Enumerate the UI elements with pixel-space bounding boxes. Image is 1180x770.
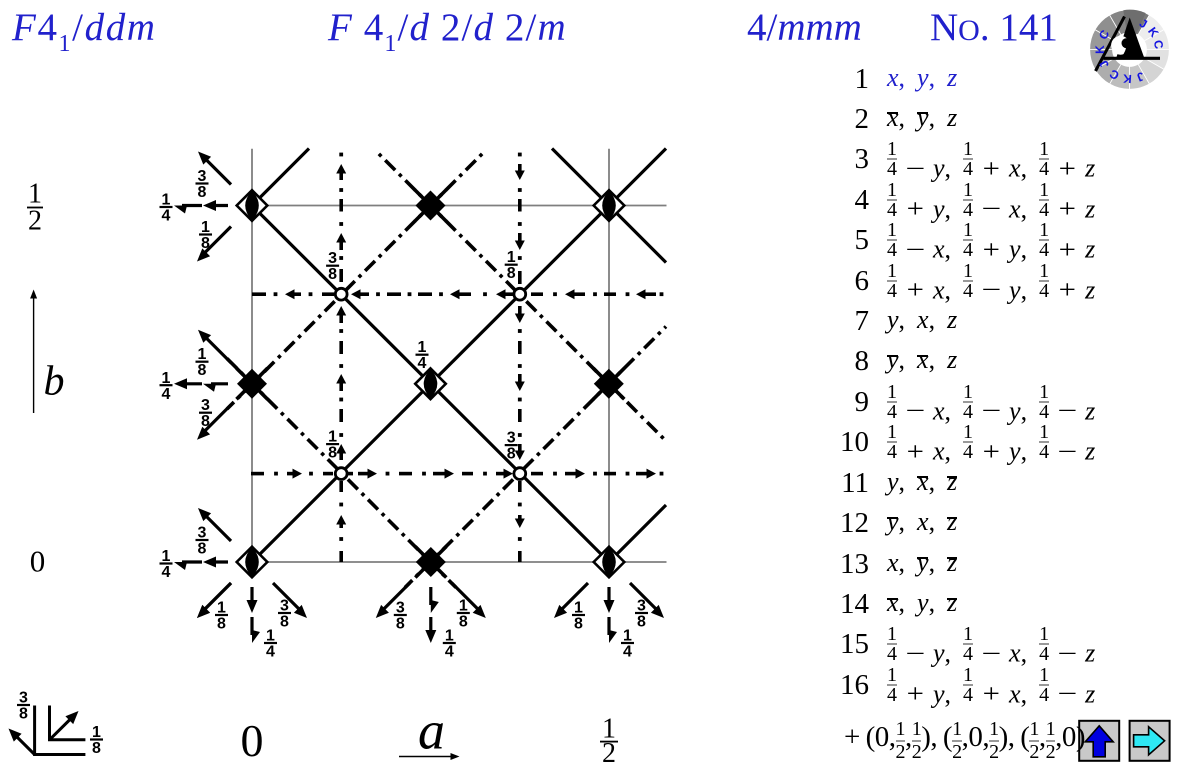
svg-text:J: J bbox=[1135, 69, 1146, 84]
svg-text:1: 1 bbox=[266, 628, 275, 645]
svg-text:8: 8 bbox=[92, 740, 101, 757]
svg-text:4: 4 bbox=[162, 564, 171, 581]
svg-text:8: 8 bbox=[507, 265, 516, 282]
svg-text:1: 1 bbox=[28, 179, 42, 210]
svg-text:4: 4 bbox=[162, 386, 171, 403]
svg-text:4: 4 bbox=[162, 208, 171, 225]
svg-text:3: 3 bbox=[201, 397, 210, 414]
svg-text:4: 4 bbox=[445, 644, 454, 661]
svg-text:3: 3 bbox=[19, 690, 28, 707]
svg-text:K: K bbox=[1122, 71, 1132, 86]
svg-text:1: 1 bbox=[445, 628, 454, 645]
svg-text:3: 3 bbox=[507, 430, 516, 447]
svg-text:1: 1 bbox=[162, 370, 171, 387]
svg-text:1: 1 bbox=[162, 192, 171, 209]
svg-text:0: 0 bbox=[241, 715, 264, 766]
svg-text:8: 8 bbox=[396, 616, 405, 633]
svg-text:0: 0 bbox=[30, 544, 46, 579]
svg-text:1: 1 bbox=[459, 598, 468, 615]
svg-text:8: 8 bbox=[507, 446, 516, 463]
svg-text:a: a bbox=[418, 701, 445, 761]
svg-text:3: 3 bbox=[396, 600, 405, 617]
svg-text:8: 8 bbox=[198, 184, 207, 201]
svg-text:1: 1 bbox=[217, 600, 226, 617]
svg-text:8: 8 bbox=[201, 413, 210, 430]
svg-text:8: 8 bbox=[280, 614, 289, 631]
svg-text:1: 1 bbox=[201, 219, 210, 236]
svg-text:8: 8 bbox=[19, 706, 28, 723]
svg-text:1: 1 bbox=[507, 249, 516, 266]
svg-text:C: C bbox=[1151, 39, 1166, 50]
svg-text:1: 1 bbox=[418, 339, 427, 356]
svg-text:4: 4 bbox=[623, 644, 632, 661]
svg-text:8: 8 bbox=[328, 266, 337, 283]
svg-text:8: 8 bbox=[328, 445, 337, 462]
svg-text:8: 8 bbox=[574, 616, 583, 633]
svg-text:b: b bbox=[44, 359, 65, 405]
svg-text:1: 1 bbox=[162, 548, 171, 565]
svg-text:8: 8 bbox=[637, 614, 646, 631]
svg-text:1: 1 bbox=[92, 724, 101, 741]
svg-text:8: 8 bbox=[198, 362, 207, 379]
svg-text:1: 1 bbox=[574, 600, 583, 617]
svg-text:1: 1 bbox=[602, 714, 616, 745]
svg-text:1: 1 bbox=[198, 346, 207, 363]
svg-text:1: 1 bbox=[623, 628, 632, 645]
svg-text:2: 2 bbox=[28, 206, 42, 237]
svg-text:2: 2 bbox=[602, 738, 616, 769]
svg-text:8: 8 bbox=[198, 541, 207, 558]
svg-text:8: 8 bbox=[217, 616, 226, 633]
svg-text:4: 4 bbox=[266, 644, 275, 661]
svg-text:4: 4 bbox=[418, 355, 427, 372]
svg-text:3: 3 bbox=[198, 168, 207, 185]
svg-text:8: 8 bbox=[459, 614, 468, 631]
svg-text:3: 3 bbox=[637, 598, 646, 615]
svg-text:1: 1 bbox=[328, 429, 337, 446]
svg-text:3: 3 bbox=[328, 250, 337, 267]
svg-text:K: K bbox=[1093, 45, 1107, 54]
svg-text:3: 3 bbox=[198, 525, 207, 542]
svg-text:8: 8 bbox=[201, 235, 210, 252]
svg-text:3: 3 bbox=[280, 598, 289, 615]
